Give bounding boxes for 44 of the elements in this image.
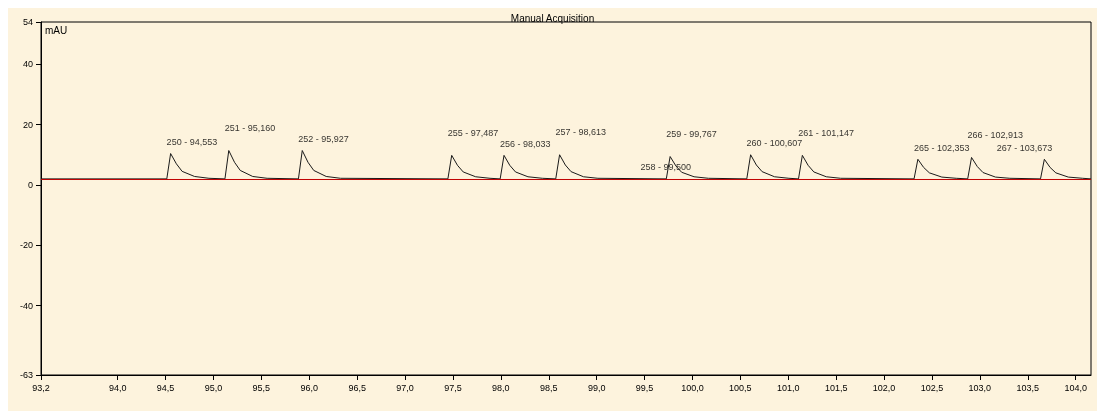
y-tick-label: 40	[22, 59, 33, 70]
annotation: 259 - 99,767	[666, 129, 717, 140]
x-tick-label: 95,5	[252, 382, 271, 393]
x-tick-label: 101,5	[824, 382, 848, 393]
y-tick-label: 20	[22, 119, 33, 130]
x-tick-label: 101,0	[777, 382, 800, 393]
chart-title: Manual Acquisition	[510, 12, 595, 24]
x-tick-label: 97,0	[396, 382, 414, 393]
x-tick-label: 103,5	[1016, 382, 1040, 393]
x-tick-label: 94,0	[108, 382, 127, 393]
x-tick-label: 94,5	[156, 382, 175, 393]
y-tick-label: -40	[19, 300, 33, 311]
y-tick-label: 0	[27, 179, 33, 190]
annotation: 255 - 97,487	[447, 127, 499, 138]
y-tick-label: -20	[19, 240, 33, 251]
x-tick-label: 99,5	[635, 382, 654, 393]
x-tick-label: 96,5	[348, 382, 366, 393]
annotation: 260 - 100,607	[746, 138, 803, 149]
x-tick-label: 100,0	[681, 382, 704, 393]
annotation: 261 - 101,147	[798, 127, 854, 138]
annotation: 252 - 95,927	[298, 134, 349, 145]
x-tick-label: 98,0	[492, 382, 510, 393]
annotation: 267 - 103,673	[996, 142, 1053, 153]
x-tick-label: 99,0	[587, 382, 606, 393]
x-tick-label: 97,5	[444, 382, 462, 393]
x-tick-label: 102,0	[872, 382, 896, 393]
annotation: 256 - 98,033	[500, 138, 551, 149]
x-tick-label: 103,0	[968, 382, 992, 393]
x-tick-label: 104,0	[1064, 382, 1087, 393]
x-tick-label: 98,5	[539, 382, 558, 393]
y-axis-title: mAU	[45, 24, 68, 36]
annotation: 266 - 102,913	[967, 129, 1024, 140]
annotation: 265 - 102,353	[913, 142, 970, 153]
line-series	[40, 150, 1092, 180]
x-tick-label: 100,5	[729, 382, 752, 393]
x-tick-label: 102,5	[920, 382, 944, 393]
annotation: 250 - 94,553	[166, 137, 218, 148]
x-tick-label: 96,0	[300, 382, 319, 393]
y-tick-label: -63	[19, 370, 33, 380]
annotation: 251 - 95,160	[224, 123, 276, 134]
x-tick-label: 95,0	[204, 382, 223, 393]
y-tick-label: 54	[22, 17, 33, 27]
annotation: 257 - 98,613	[555, 127, 607, 138]
x-tick-label: 93,2	[32, 382, 50, 393]
